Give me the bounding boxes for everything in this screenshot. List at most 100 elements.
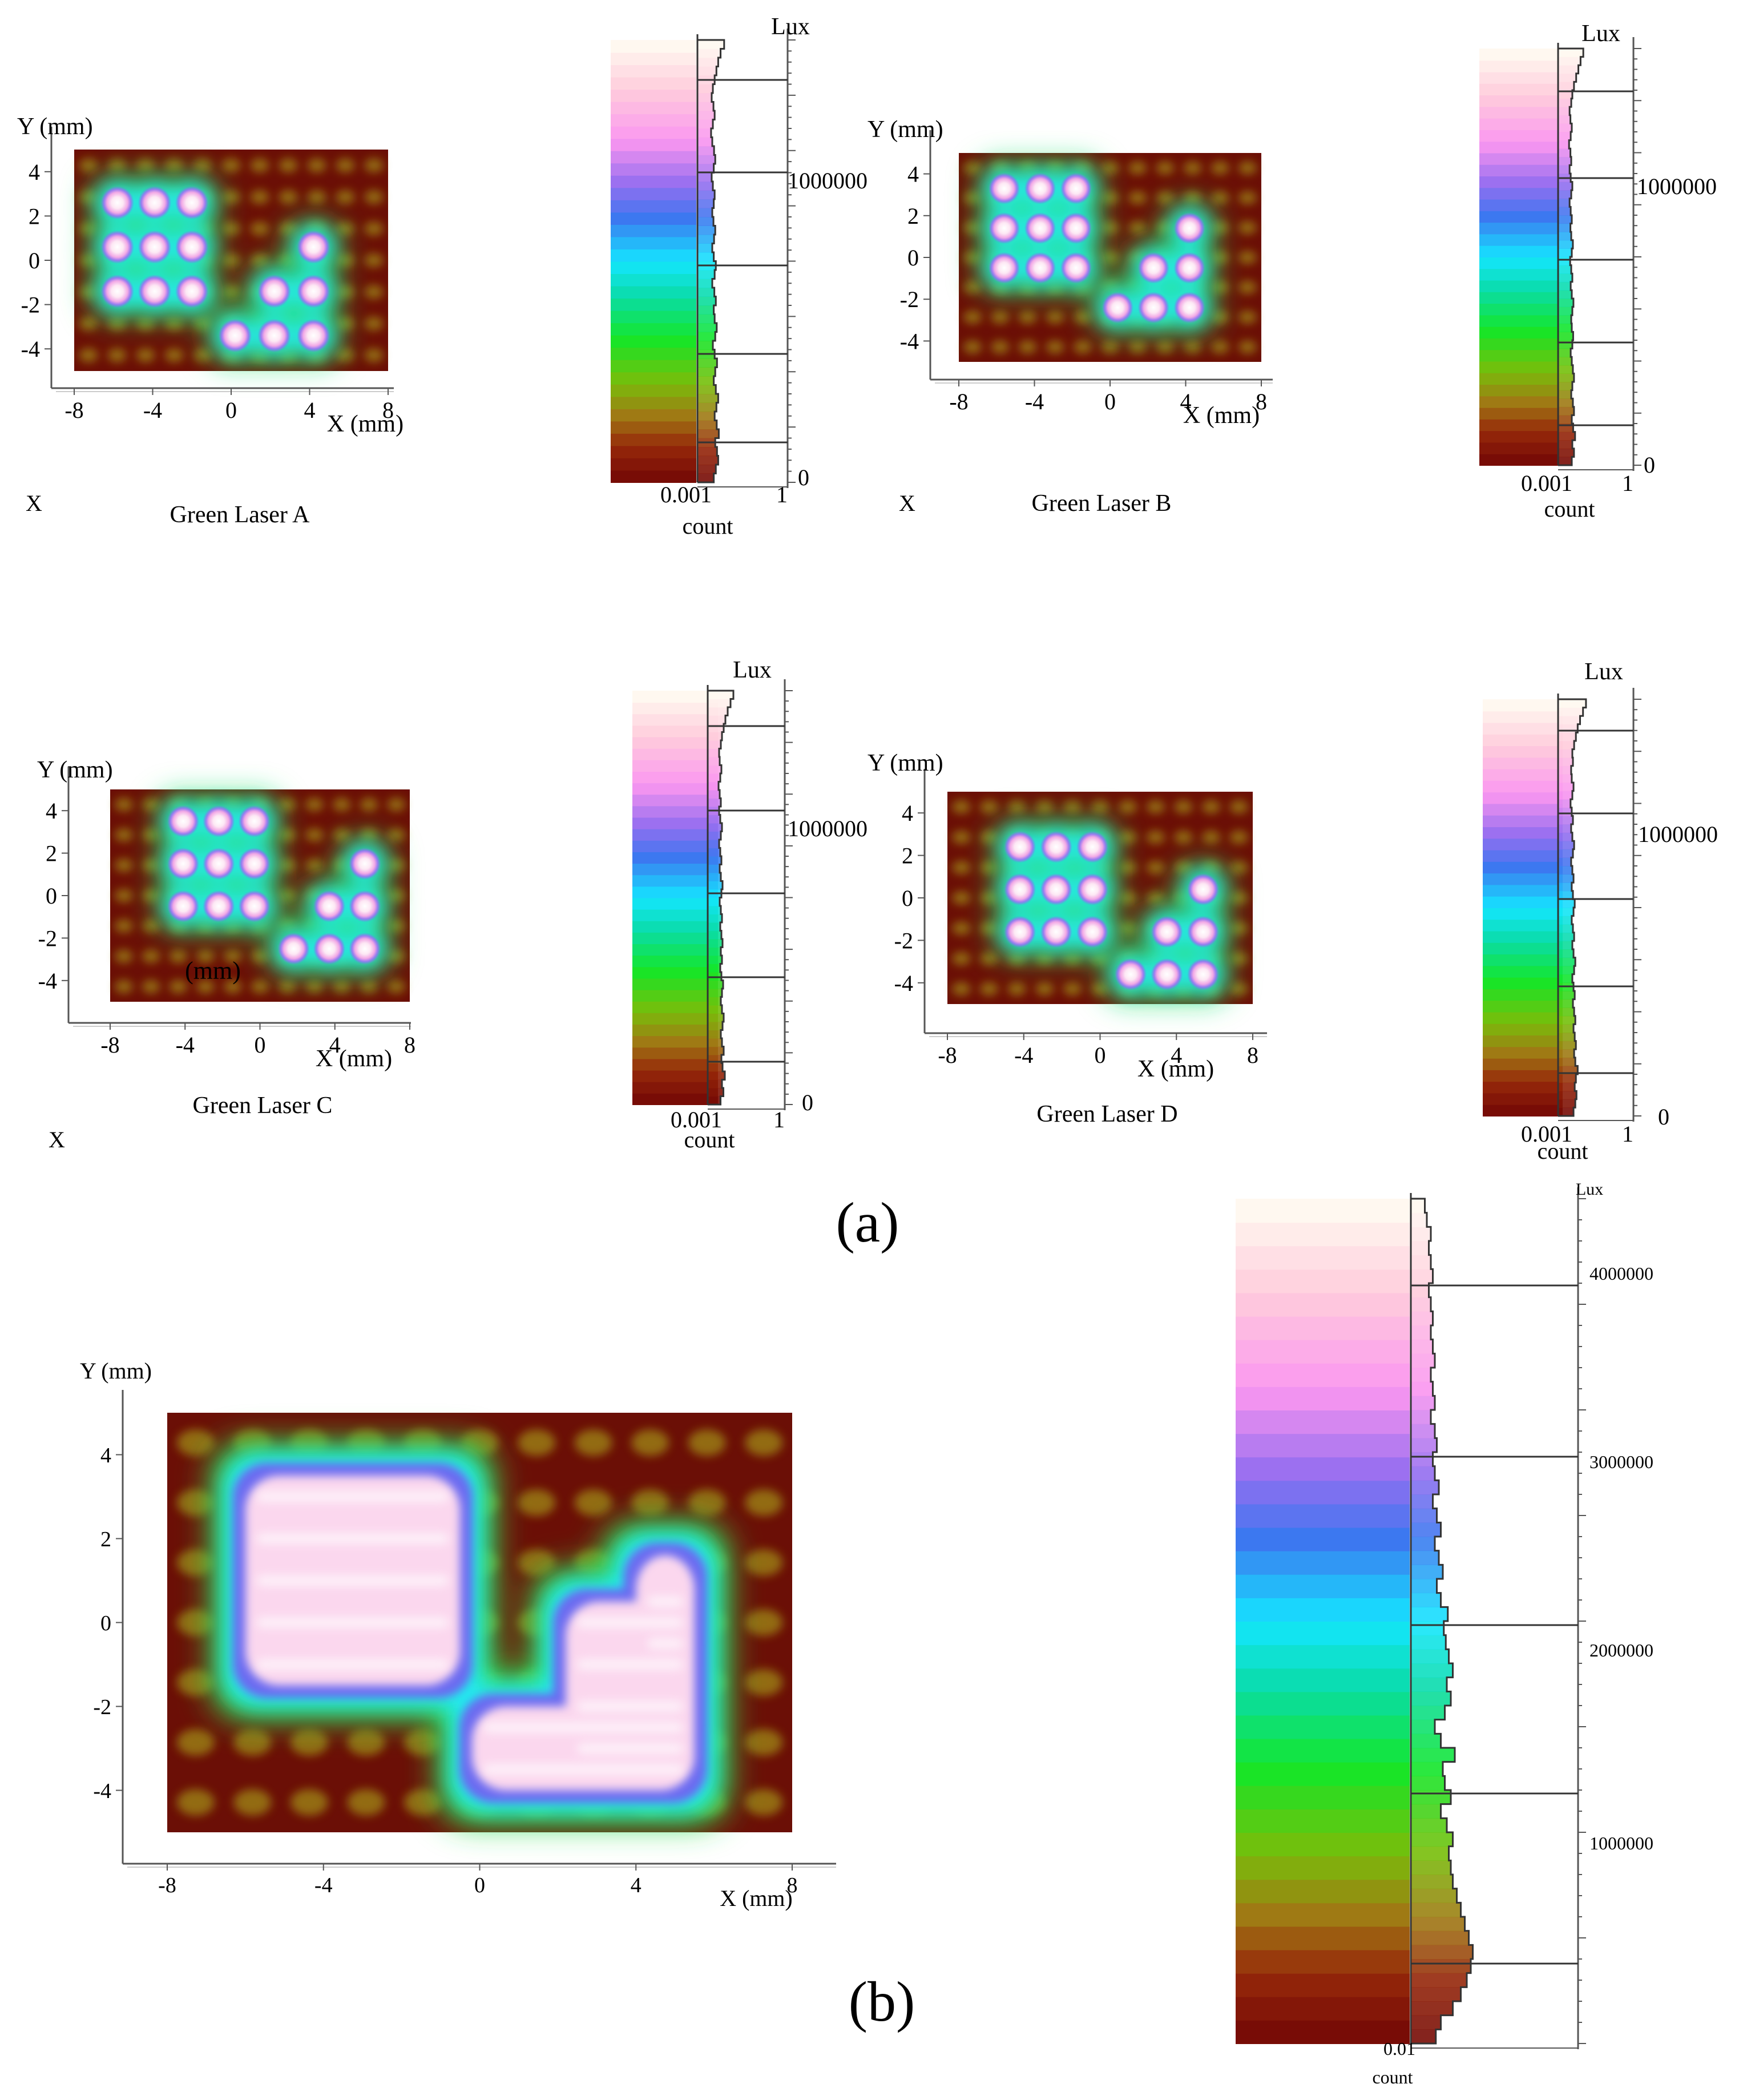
heatmap-ripple [1156, 161, 1175, 175]
laser-spot [1102, 292, 1133, 324]
heatmap-ripple [1007, 800, 1026, 814]
colorbar-band [632, 805, 718, 818]
panel-a: -8 -4 0 4 8 4 2 0 -2 -4 X (mm) Y (mm) Green Laser A X… [17, 14, 1718, 1254]
colorbar-band [1236, 1574, 1410, 1598]
heatmap-ripple [332, 980, 351, 994]
histogram-bin [1558, 699, 1586, 708]
histogram-bin [1558, 816, 1573, 825]
colorbar-band [1483, 827, 1563, 839]
colorbar-band [1483, 768, 1563, 781]
histogram-bin [697, 128, 711, 138]
colorbar-green-laser-b: Lux 1000000 0 0.001 1 count [1479, 21, 1717, 522]
histogram-bin [1558, 215, 1572, 224]
histogram-bin [1558, 90, 1572, 99]
histogram-bin [1411, 1227, 1431, 1242]
heatmap-ripple [1229, 831, 1248, 844]
heatmap-ripple [221, 158, 241, 172]
histogram-bin [1558, 1057, 1576, 1066]
laser-spot [1137, 252, 1169, 284]
y-tick-label: -4 [894, 970, 913, 996]
laser-spot [349, 890, 381, 922]
histogram-bin [1558, 406, 1574, 416]
laser-spot [175, 230, 209, 264]
histogram-bin [1411, 1368, 1431, 1382]
histogram-bin [1411, 1706, 1445, 1720]
colorbar-band [1236, 1996, 1410, 2021]
heatmap-ripple [1046, 340, 1064, 354]
heatmap-ripple [1229, 891, 1248, 905]
histogram-bin [1558, 732, 1576, 741]
heatmap-ripple [221, 253, 241, 268]
colorbar-band [1236, 1808, 1410, 1833]
histogram-bin [708, 781, 719, 791]
histogram-bin [1558, 1024, 1574, 1033]
x-axis-label: X (mm) [720, 1885, 792, 1911]
heatmap-ripple [233, 1729, 272, 1756]
histogram-bin [708, 1022, 723, 1030]
laser-spot [203, 805, 235, 837]
combined-highlight [577, 1659, 683, 1670]
count-tick-label: 0.001 [660, 482, 712, 507]
heatmap-ripple [1101, 340, 1119, 354]
colorbar-band [632, 920, 718, 933]
histogram-bin [697, 102, 714, 111]
laser-spot [1004, 916, 1036, 948]
colorbar-band [611, 372, 696, 385]
colorbar-band [611, 334, 696, 348]
x-tick-label: 4 [631, 1873, 642, 1897]
combined-highlight [483, 1763, 683, 1775]
colorbar-band [632, 1035, 718, 1048]
laser-spot [277, 933, 310, 965]
histogram-bin [1411, 1297, 1431, 1312]
colorbar-band [632, 1001, 718, 1013]
laser-spot [1173, 292, 1205, 324]
histogram-bin [708, 856, 721, 865]
colorbar-band [611, 76, 696, 90]
heatmap-ripple [952, 921, 971, 935]
count-tick-label: 0.01 [1383, 2038, 1415, 2059]
heatmap-ripple [745, 1429, 783, 1456]
colorbar-band [1479, 210, 1559, 223]
histogram-bin [1558, 82, 1574, 91]
colorbar-band [1236, 1691, 1410, 1716]
histogram-bin [1558, 107, 1570, 116]
heatmap-ripple [307, 158, 326, 172]
colorbar-band [1236, 1668, 1410, 1692]
histogram-bin [1558, 190, 1572, 199]
colorbar-band [1483, 803, 1563, 816]
x-tick-label: 0 [1104, 389, 1116, 414]
histogram-bin [1558, 198, 1570, 207]
histogram-bin [1558, 398, 1573, 408]
colorbar-band [1479, 384, 1559, 397]
histogram-bin [708, 1046, 724, 1055]
heatmap-ripple [278, 889, 296, 902]
heatmap-ripple [279, 190, 298, 204]
colorbar-band [632, 794, 718, 807]
colorbar-band [611, 261, 696, 275]
histogram-bin [708, 914, 722, 923]
heatmap-ripple [142, 949, 160, 963]
colorbar-unit: Lux [1581, 21, 1620, 47]
colorbar-band [611, 126, 696, 139]
colorbar-band [1479, 280, 1559, 292]
laser-spot [167, 890, 199, 922]
lux-tick-label: 1000000 [788, 816, 868, 841]
heatmap-ripple [115, 919, 133, 933]
heatmap-ripple [176, 1489, 215, 1516]
x-tick-label: 0 [1095, 1042, 1106, 1068]
histogram-bin [1558, 182, 1572, 191]
colorbar-band [1479, 49, 1559, 61]
histogram-bin [1558, 757, 1573, 767]
colorbar-band [1479, 268, 1559, 281]
heatmap-ripple [364, 316, 384, 331]
histogram-bin [1411, 2015, 1441, 2030]
x-tick-label: -8 [949, 389, 968, 414]
laser-spot [238, 890, 271, 922]
heatmap-ripple [387, 797, 405, 812]
y-tick-label: 0 [902, 885, 913, 911]
histogram-bin [697, 182, 713, 191]
histogram-bin [1411, 1494, 1433, 1509]
combined-highlight-layer [256, 1491, 683, 1775]
heatmap-ripple [1146, 800, 1165, 814]
x-tick-label: 4 [304, 397, 316, 423]
